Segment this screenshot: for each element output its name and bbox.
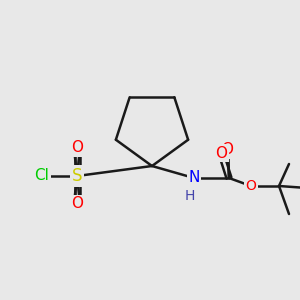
Text: N: N (188, 170, 200, 185)
Text: O: O (71, 140, 83, 155)
Text: S: S (72, 167, 82, 185)
Text: O: O (246, 179, 256, 193)
Text: O: O (71, 196, 83, 211)
Text: Cl: Cl (34, 169, 50, 184)
Text: H: H (185, 189, 195, 203)
Text: O: O (71, 196, 83, 211)
Text: O: O (71, 140, 83, 155)
Text: O: O (215, 146, 227, 160)
Text: O: O (221, 142, 233, 158)
